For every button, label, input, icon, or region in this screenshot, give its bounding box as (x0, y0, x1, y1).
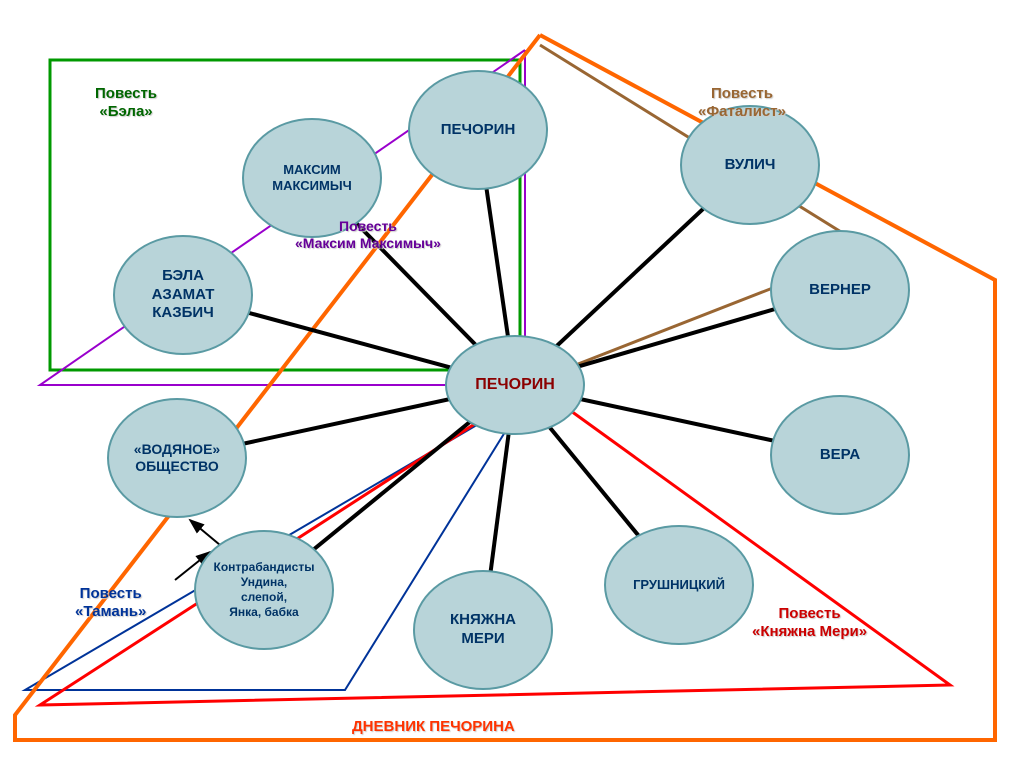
arrow-a2 (190, 520, 220, 545)
center-node-text: ПЕЧОРИН (471, 371, 559, 399)
node-n2: БЭЛА АЗАМАТ КАЗБИЧ (113, 235, 253, 355)
center-node: ПЕЧОРИН (445, 335, 585, 435)
node-n1-text: МАКСИМ МАКСИМЫЧ (268, 158, 355, 199)
node-n3: «ВОДЯНОЕ» ОБЩЕСТВО (107, 398, 247, 518)
node-n9: ВУЛИЧ (680, 105, 820, 225)
node-n4-text: Контрабандисты Ундина, слепой, Янка, баб… (210, 556, 319, 624)
node-n5: КНЯЖНА МЕРИ (413, 570, 553, 690)
node-n5-text: КНЯЖНА МЕРИ (446, 607, 520, 653)
node-n0: ПЕЧОРИН (408, 70, 548, 190)
node-n7: ВЕРА (770, 395, 910, 515)
node-n7-text: ВЕРА (816, 442, 864, 469)
node-n0-text: ПЕЧОРИН (437, 117, 520, 144)
label-l1: Повесть «Максим Максимыч» (295, 218, 441, 252)
label-l5: ДНЕВНИК ПЕЧОРИНА (352, 718, 515, 736)
node-n4: Контрабандисты Ундина, слепой, Янка, баб… (194, 530, 334, 650)
node-n6-text: ГРУШНИЦКИЙ (629, 573, 729, 597)
node-n3-text: «ВОДЯНОЕ» ОБЩЕСТВО (130, 437, 224, 480)
node-n2-text: БЭЛА АЗАМАТ КАЗБИЧ (148, 263, 219, 327)
label-l0: Повесть «Бэла» (95, 85, 157, 121)
node-n8: ВЕРНЕР (770, 230, 910, 350)
node-n8-text: ВЕРНЕР (805, 277, 875, 304)
label-l3: Повесть «Тамань» (75, 585, 146, 621)
node-n6: ГРУШНИЦКИЙ (604, 525, 754, 645)
label-l4: Повесть «Княжна Мери» (752, 605, 867, 641)
label-l2: Повесть «Фаталист» (698, 85, 786, 121)
node-n9-text: ВУЛИЧ (721, 152, 780, 179)
